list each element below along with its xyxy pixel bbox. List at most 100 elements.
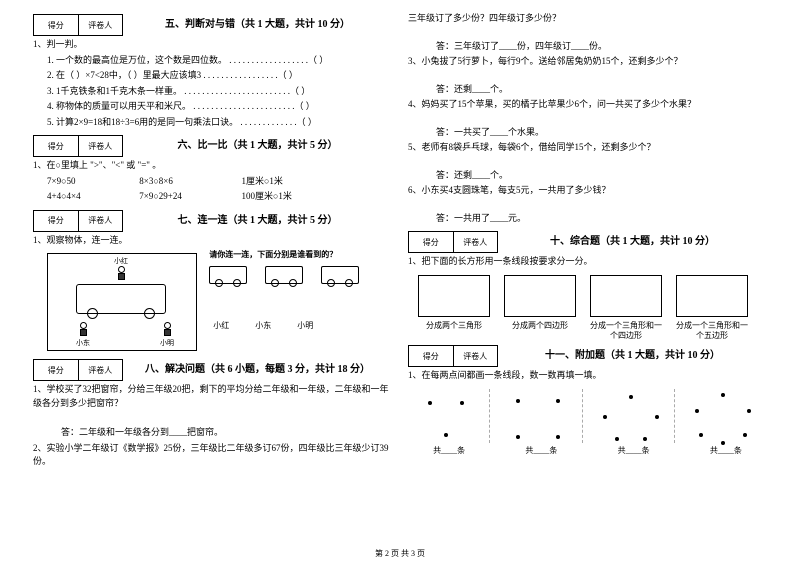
s6-cell: 100厘米○1米	[242, 190, 332, 204]
scene-frame: 小红 小东 小明	[47, 253, 197, 351]
s8-q2: 2、实验小学二年级订《数学报》25份，三年级比二年级多订67份，四年级比三年级少…	[33, 442, 392, 469]
score-box: 得分 评卷人	[33, 210, 123, 232]
dot-icon	[516, 435, 520, 439]
s8-a6: 答：一共用了____元。	[408, 212, 767, 226]
name-label: 小红	[213, 320, 229, 331]
vehicle-prompt: 请你连一连，下面分别是谁看到的？	[209, 249, 379, 260]
s6-row: 7×9○50 8×3○8×6 1厘米○1米	[33, 175, 392, 189]
score-label: 得分	[34, 15, 79, 35]
score-label: 得分	[34, 360, 79, 380]
s5-item: 4. 称物体的质量可以用天平和米尺。 . . . . . . . . . . .…	[33, 100, 392, 114]
grader-label: 评卷人	[79, 15, 123, 35]
bus-view-icon	[321, 266, 359, 284]
dot-icon	[460, 401, 464, 405]
bus-view-icon	[265, 266, 303, 284]
section-7-header: 得分 评卷人 七、连一连（共 1 大题，共计 5 分）	[33, 206, 392, 232]
name-label: 小东	[255, 320, 271, 331]
rect-box	[676, 275, 748, 317]
dot-icon	[556, 435, 560, 439]
section-6-title: 六、比一比（共 1 大题，共计 5 分）	[123, 136, 392, 151]
dot-group: 共____条	[685, 389, 767, 456]
score-label: 得分	[34, 136, 79, 156]
s8-a3: 答：还剩____个。	[408, 83, 767, 97]
kid-icon	[78, 322, 88, 336]
section-6-header: 得分 评卷人 六、比一比（共 1 大题，共计 5 分）	[33, 131, 392, 157]
kid-icon	[162, 322, 172, 336]
s8-a5: 答：还剩____个。	[408, 169, 767, 183]
rect-label: 分成一个三角形和一个四边形	[590, 321, 662, 342]
dot-group: 共____条	[593, 389, 675, 456]
rect-box	[418, 275, 490, 317]
dot-group-label: 共____条	[500, 445, 582, 456]
s8-q3: 3、小兔拔了5行萝卜，每行9个。送给邻居兔奶奶15个，还剩多少个？	[408, 55, 767, 69]
grader-label: 评卷人	[454, 232, 498, 252]
dot-area	[500, 389, 582, 443]
dot-group-label: 共____条	[593, 445, 675, 456]
s8-q2b: 三年级订了多少份？四年级订多少份？	[408, 12, 767, 26]
bus-icon	[76, 284, 166, 314]
dot-area	[685, 389, 767, 443]
section-11-title: 十一、附加题（共 1 大题，共计 10 分）	[498, 346, 767, 361]
left-column: 得分 评卷人 五、判断对与错（共 1 大题，共计 10 分） 1、判一判。 1.…	[25, 10, 400, 540]
score-label: 得分	[34, 211, 79, 231]
s5-item: 3. 1千克铁条和1千克木条一样重。 . . . . . . . . . . .…	[33, 85, 392, 99]
dot-icon	[428, 401, 432, 405]
score-box: 得分 评卷人	[408, 231, 498, 253]
dot-group-label: 共____条	[408, 445, 490, 456]
s7-figure-row: 小红 小东 小明 请你连一连，下面分别是谁看到的？ 小红 小东	[33, 249, 392, 355]
section-8-title: 八、解决问题（共 6 小题，每题 3 分，共计 18 分）	[123, 360, 392, 375]
dot-icon	[747, 409, 751, 413]
section-11-header: 得分 评卷人 十一、附加题（共 1 大题，共计 10 分）	[408, 341, 767, 367]
dot-group: 共____条	[500, 389, 582, 456]
s6-cell: 4+4○4×4	[47, 190, 137, 204]
grader-label: 评卷人	[79, 360, 123, 380]
section-5-title: 五、判断对与错（共 1 大题，共计 10 分）	[123, 15, 392, 30]
grader-label: 评卷人	[79, 211, 123, 231]
s8-a4: 答：一共买了____个水果。	[408, 126, 767, 140]
rect-label: 分成两个三角形	[418, 321, 490, 342]
dot-group-label: 共____条	[685, 445, 767, 456]
dot-icon	[603, 415, 607, 419]
dot-group: 共____条	[408, 389, 490, 456]
dot-icon	[444, 433, 448, 437]
names-row: 小红 小东 小明	[213, 320, 379, 331]
dot-area	[408, 389, 490, 443]
score-label: 得分	[409, 346, 454, 366]
dot-icon	[721, 393, 725, 397]
section-5-header: 得分 评卷人 五、判断对与错（共 1 大题，共计 10 分）	[33, 10, 392, 36]
vehicle-row	[209, 266, 379, 284]
dot-icon	[556, 399, 560, 403]
score-box: 得分 评卷人	[408, 345, 498, 367]
section-7-title: 七、连一连（共 1 大题，共计 5 分）	[123, 211, 392, 226]
s7-lead: 1、观察物体，连一连。	[33, 234, 392, 248]
bus-view-icon	[209, 266, 247, 284]
kid-label-br: 小明	[160, 338, 174, 348]
score-box: 得分 评卷人	[33, 14, 123, 36]
kid-label-bl: 小东	[76, 338, 90, 348]
rect-box	[590, 275, 662, 317]
s5-item: 2. 在（ ）×7<28中，（ ）里最大应该填3 . . . . . . . .…	[33, 69, 392, 83]
dot-icon	[643, 437, 647, 441]
s8-q6: 6、小东买4支圆珠笔，每支5元，一共用了多少钱？	[408, 184, 767, 198]
rect-labels: 分成两个三角形 分成两个四边形 分成一个三角形和一个四边形 分成一个三角形和一个…	[418, 321, 767, 342]
s11-lead: 1、在每两点间都画一条线段，数一数再填一填。	[408, 369, 767, 383]
kid-icon	[116, 266, 126, 280]
s10-lead: 1、把下面的长方形用一条线段按要求分一分。	[408, 255, 767, 269]
s6-row: 4+4○4×4 7×9○29+24 100厘米○1米	[33, 190, 392, 204]
rect-box	[504, 275, 576, 317]
section-10-header: 得分 评卷人 十、综合题（共 1 大题，共计 10 分）	[408, 227, 767, 253]
right-column: 三年级订了多少份？四年级订多少份？ 答：三年级订了____份，四年级订____份…	[400, 10, 775, 540]
s6-cell: 7×9○50	[47, 175, 137, 189]
s6-cell: 1厘米○1米	[242, 175, 332, 189]
s8-a1: 答：二年级和一年级各分到____把窗帘。	[33, 426, 392, 440]
rect-row	[418, 275, 767, 317]
dot-icon	[695, 409, 699, 413]
dot-icon	[655, 415, 659, 419]
kid-label-top: 小红	[114, 256, 128, 266]
vehicle-views: 请你连一连，下面分别是谁看到的？ 小红 小东 小明	[209, 249, 379, 331]
name-label: 小明	[297, 320, 313, 331]
dot-area	[593, 389, 675, 443]
dot-icon	[629, 395, 633, 399]
dot-icon	[699, 433, 703, 437]
dot-icon	[615, 437, 619, 441]
